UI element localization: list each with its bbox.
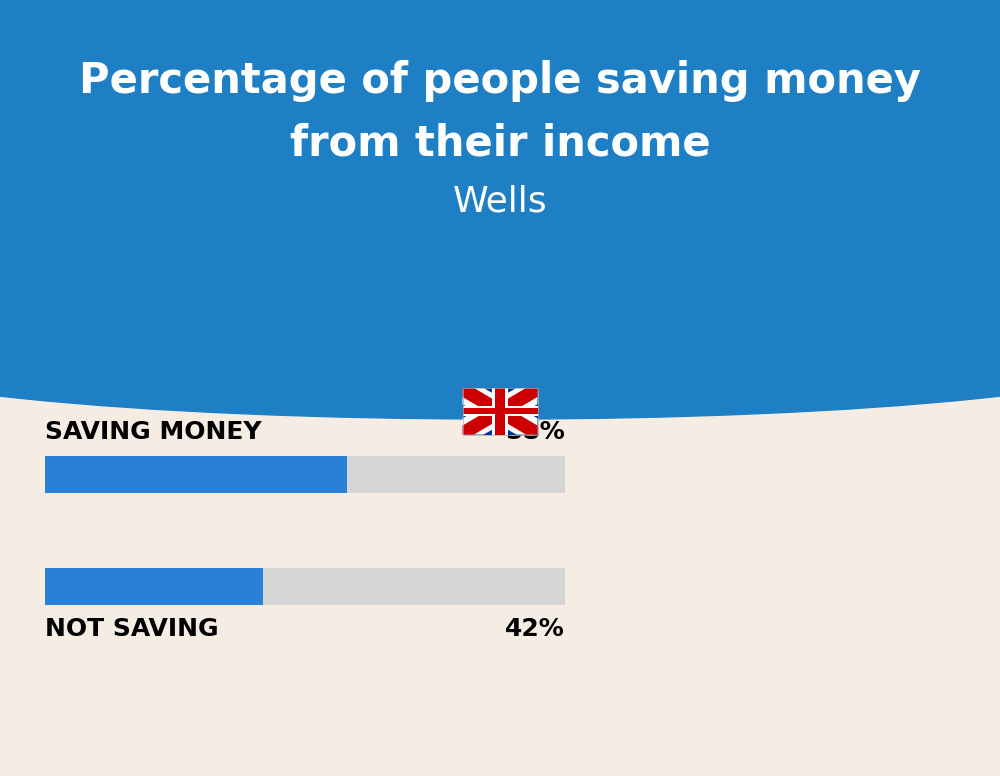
Bar: [492, 388, 508, 435]
Bar: [462, 408, 538, 414]
Bar: [495, 388, 505, 435]
Ellipse shape: [0, 279, 1000, 419]
Bar: [462, 388, 538, 435]
Bar: [45, 568, 565, 605]
Polygon shape: [462, 388, 538, 435]
Bar: [45, 456, 565, 493]
Bar: [45, 568, 263, 605]
Polygon shape: [462, 388, 538, 435]
Bar: [462, 388, 538, 435]
Text: Percentage of people saving money: Percentage of people saving money: [79, 61, 921, 102]
Polygon shape: [462, 388, 538, 435]
Bar: [462, 406, 538, 417]
Text: SAVING MONEY: SAVING MONEY: [45, 420, 262, 444]
Polygon shape: [462, 388, 538, 435]
Text: from their income: from their income: [290, 123, 710, 165]
Text: Wells: Wells: [453, 185, 547, 219]
Text: 58%: 58%: [505, 420, 565, 444]
Bar: [0, 0, 1000, 326]
Text: NOT SAVING: NOT SAVING: [45, 617, 219, 641]
Bar: [45, 456, 347, 493]
Text: 42%: 42%: [505, 617, 565, 641]
